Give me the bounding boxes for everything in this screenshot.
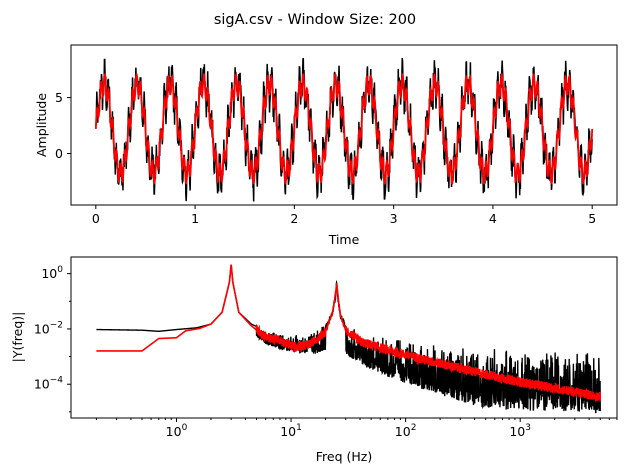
freq-y-axis-label: |Y(freq)| [10,312,25,363]
time-x-tick-label: 5 [588,211,596,226]
freq-y-tick-label: 100 [41,265,63,281]
freq-x-tick-label: 101 [280,423,302,439]
freq-x-tick-label: 102 [395,423,417,439]
freq-x-axis-label: Freq (Hz) [316,449,372,464]
time-x-tick-label: 0 [92,211,100,226]
time-x-tick-label: 3 [390,211,398,226]
freq-smoothed-spectrum-line [96,264,602,403]
time-x-tick-label: 4 [489,211,497,226]
time-y-axis-label: Amplitude [34,93,49,157]
freq-plot-frame [70,256,618,419]
time-plot-frame [70,44,618,206]
freq-raw-spectrum-line [96,264,601,414]
time-y-tick-label: 5 [55,90,63,105]
freq-y-tick-label: 10−2 [34,320,63,336]
time-x-tick-label: 2 [290,211,298,226]
figure-title: sigA.csv - Window Size: 200 [214,12,416,28]
time-x-axis-label: Time [328,232,360,247]
time-domain-plot: 0 1 2 3 4 5 0 5 Time Amplitude [34,44,618,247]
freq-x-tick-label: 103 [509,423,531,439]
freq-x-tick-label: 100 [166,423,188,439]
time-y-tick-label: 0 [55,146,63,161]
frequency-domain-plot: 100 101 102 103 10−4 10−2 100 Freq (Hz) |Y(fr… [10,256,618,464]
time-x-tick-label: 1 [191,211,199,226]
freq-y-tick-label: 10−4 [34,376,63,392]
time-smoothed-signal-line [94,73,594,185]
